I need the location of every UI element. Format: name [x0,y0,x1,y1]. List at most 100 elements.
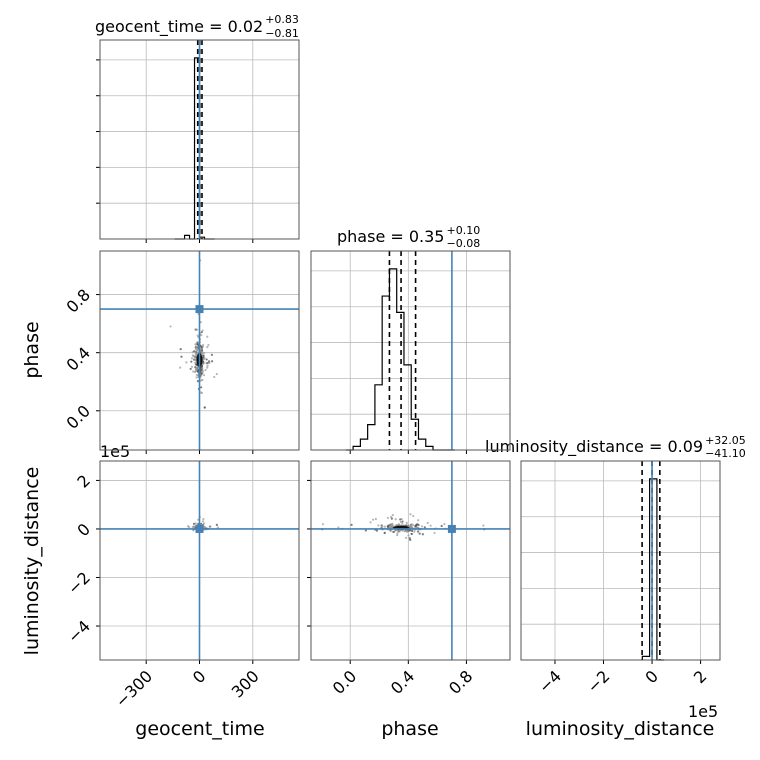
scatter-point [369,521,372,524]
scatter-point [196,334,199,337]
scatter-point [200,334,203,337]
scatter-point [418,532,421,535]
scatter-point [201,520,205,523]
scatter-point [409,529,412,532]
scatter-point [421,533,424,536]
scatter-point [391,525,394,528]
scatter-point [210,360,214,363]
y-tick-label-luminosity_distance-1: −2 [64,568,94,598]
x-tick-label-luminosity_distance-1: −2 [583,667,613,697]
scatter-point [399,518,402,521]
y-tick-label-phase-1: 0.4 [63,343,94,374]
scatter-point [391,522,394,526]
scatter-point [190,357,194,360]
scatter-point [423,526,426,529]
scatter-point [185,361,188,364]
scatter-point [215,523,218,526]
scatter-point [215,372,218,376]
scatter-point [169,325,172,328]
scatter-point [399,520,403,523]
scatter-point [192,522,196,525]
x-tick-label-geocent_time-1: 0 [189,667,210,688]
title-geocent-time: geocent_time = 0.02 +0.83 −0.81 [95,13,299,40]
scatter-point [207,343,210,347]
scatter-point [203,357,206,360]
scatter-point [389,523,392,526]
y-tick-label-luminosity_distance-2: 0 [73,520,94,541]
scatter-point [383,531,386,535]
x-axis-label-geocent-time: geocent_time [135,718,264,740]
scatter-point [200,370,203,373]
scatter-point [409,513,412,516]
scatter-point [398,530,401,533]
scatter-point [482,524,485,527]
scatter-point [440,524,443,528]
svg-text:geocent_time = 0.02: geocent_time = 0.02 [95,17,263,37]
scatter-point [396,534,399,537]
scatter-point [205,362,208,365]
histogram-phase [345,268,455,451]
x-tick-label-geocent_time-2: 300 [228,667,263,702]
scatter-point [405,521,408,525]
scatter-point [396,532,399,535]
scatter-point [410,532,413,536]
scatter-point [386,516,389,519]
svg-text:−0.08: −0.08 [446,237,480,250]
scatter-point [443,522,446,526]
scatter-point [374,517,377,521]
scatter-point [426,521,429,525]
svg-text:+32.05: +32.05 [705,434,746,447]
scatter-point [209,525,212,528]
y-tick-label-phase-2: 0.8 [63,285,94,316]
x-tick-label-phase-0: 0.0 [329,667,360,698]
scatter-point [377,524,380,527]
scatter-point [409,538,412,541]
x-tick-label-luminosity_distance-2: 0 [641,667,662,688]
scatter-point [405,530,409,533]
scatter-point [429,524,432,527]
scatter-point [416,523,419,526]
scatter-point [206,366,209,369]
x-tick-label-phase-1: 0.4 [387,667,418,698]
scatter-point [416,530,420,533]
scatter-point [410,523,413,526]
scatter-point [201,367,204,370]
scatter-point [213,375,216,379]
scatter-point [417,519,420,522]
histogram-luminosity_distance [641,478,665,661]
panel-scatter-geocent_time-vs-luminosity_distance [99,460,300,661]
scatter-point [410,529,414,533]
scatter-point [202,517,205,521]
scatter-point [201,378,204,381]
scatter-point [391,513,394,517]
scatter-point [392,530,395,533]
x-offset-luminosity-distance: 1e5 [688,702,718,721]
truth-marker-geocent_time-vs-phase [195,305,204,314]
title-phase: phase = 0.35 +0.10 −0.08 [337,224,480,250]
scatter-point [403,530,407,533]
scatter-point [321,523,325,526]
panel-scatter-phase-vs-luminosity_distance [310,460,511,661]
scatter-point [179,366,182,369]
y-offset-luminosity-distance: 1e5 [100,442,130,461]
scatter-point [200,386,203,389]
scatter-point [375,529,379,532]
scatter-point [194,347,197,351]
scatter-point [201,329,204,332]
svg-text:luminosity_distance = 0.09: luminosity_distance = 0.09 [485,437,703,457]
scatter-point [187,526,191,529]
scatter-point [179,348,182,351]
panel-hist-luminosity_distance [520,460,721,661]
scatter-point [205,358,208,361]
scatter-point [433,531,436,535]
scatter-point [192,370,195,373]
scatter-point [415,526,418,529]
scatter-point [194,343,197,346]
scatter-point [195,369,198,373]
scatter-point [404,536,408,539]
scatter-point [413,530,416,533]
scatter-point [386,525,390,528]
scatter-point [412,514,415,518]
scatter-point [207,360,211,363]
